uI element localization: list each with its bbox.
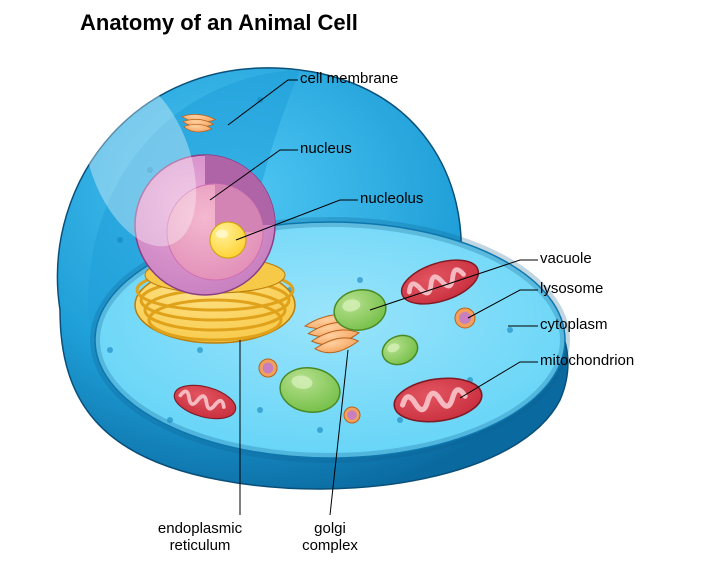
lysosome: [455, 308, 475, 328]
cell-diagram: { "title": { "text": "Anatomy of an Anim…: [0, 0, 713, 575]
label-vacuole: vacuole: [540, 250, 592, 267]
label-nucleolus: nucleolus: [360, 190, 423, 207]
vesicle-dot: [117, 237, 123, 243]
lysosome: [344, 407, 360, 423]
label-golgi-complex: golgicomplex: [270, 520, 390, 555]
vesicle-dot: [197, 347, 203, 353]
label-nucleus: nucleus: [300, 140, 352, 157]
label-cytoplasm: cytoplasm: [540, 316, 608, 333]
label-endoplasmic-reticulum: endoplasmicreticulum: [140, 520, 260, 555]
label-cell-membrane: cell membrane: [300, 70, 398, 87]
label-lysosome: lysosome: [540, 280, 603, 297]
lysosome: [259, 359, 277, 377]
label-mitochondrion: mitochondrion: [540, 352, 634, 369]
vesicle-dot: [507, 327, 513, 333]
vesicle-dot: [107, 347, 113, 353]
vesicle-dot: [257, 407, 263, 413]
vesicle-dot: [167, 417, 173, 423]
diagram-title: Anatomy of an Animal Cell: [80, 10, 358, 36]
vesicle-dot: [397, 417, 403, 423]
vesicle-dot: [317, 427, 323, 433]
vesicle-dot: [357, 277, 363, 283]
nucleolus: [210, 222, 246, 258]
